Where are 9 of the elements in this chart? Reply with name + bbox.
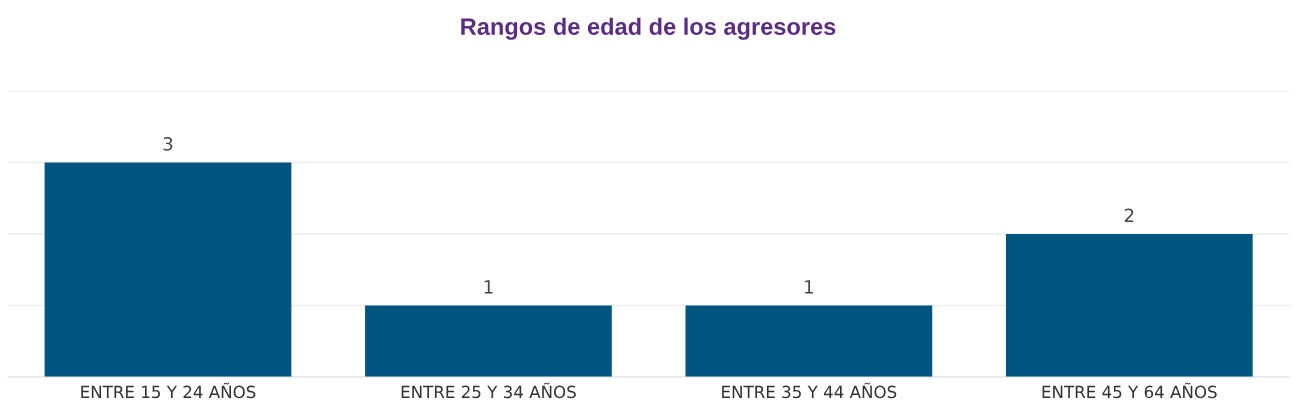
data-label: 3 [163, 137, 173, 151]
data-label: 2 [1124, 208, 1134, 222]
x-tick-label: ENTRE 15 Y 24 AÑOS [81, 382, 256, 399]
x-tick-label: ENTRE 45 Y 64 AÑOS [1042, 382, 1217, 399]
x-tick-label: ENTRE 25 Y 34 AÑOS [401, 382, 576, 399]
chart-title: Rangos de edad de los agresores [461, 17, 836, 40]
x-tick-label: ENTRE 35 Y 44 AÑOS [722, 382, 897, 399]
data-label: 1 [805, 280, 813, 294]
data-label: 1 [484, 280, 493, 294]
